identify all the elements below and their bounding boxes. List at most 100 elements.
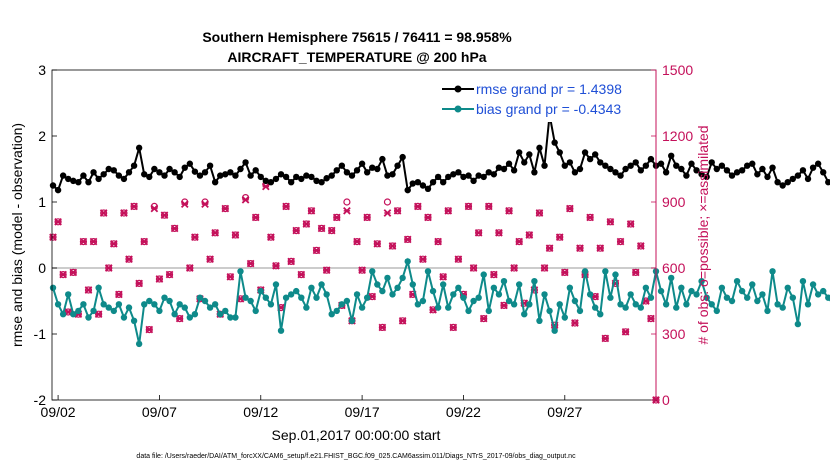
rmse-point <box>561 162 568 169</box>
rmse-point <box>363 169 371 176</box>
obs-assimilated-point <box>170 224 179 233</box>
obs-assimilated-point <box>454 255 463 264</box>
obs-assimilated-point <box>606 217 615 226</box>
rmse-point <box>784 179 791 186</box>
rmse-point <box>419 182 427 189</box>
bias-point <box>485 307 492 315</box>
obs-assimilated-point <box>246 259 255 268</box>
rmse-point <box>586 155 594 163</box>
bias-point <box>434 304 442 311</box>
rmse-point <box>303 172 310 179</box>
bias-point <box>622 304 629 311</box>
rmse-point <box>698 171 705 178</box>
y-tick-label: -1 <box>34 326 47 342</box>
rmse-point <box>191 168 199 175</box>
obs-assimilated-point <box>383 209 392 217</box>
obs-assimilated-point <box>165 270 174 279</box>
rmse-point <box>125 169 133 176</box>
rmse-point <box>541 162 548 169</box>
obs-assimilated-point <box>221 204 230 213</box>
bias-point <box>678 284 685 291</box>
obs-assimilated-point <box>571 319 579 327</box>
obs-assimilated-point <box>616 237 625 246</box>
rmse-point <box>90 169 97 176</box>
bias-point <box>262 294 270 301</box>
bias-point <box>242 294 249 301</box>
bias-point <box>612 271 619 278</box>
obs-assimilated-point <box>140 237 149 246</box>
obs-assimilated-point <box>363 213 372 222</box>
rmse-point <box>668 152 675 159</box>
bias-point <box>647 294 655 301</box>
rmse-point <box>287 179 295 186</box>
bias-point <box>536 317 543 324</box>
obs-assimilated-point <box>469 264 478 272</box>
rmse-point <box>130 162 138 169</box>
bias-point <box>784 284 791 291</box>
bias-point <box>455 284 462 291</box>
bias-point <box>374 281 381 288</box>
bias-point <box>500 278 508 285</box>
rmse-point <box>146 173 153 181</box>
bias-point <box>298 294 305 301</box>
rmse-point <box>59 172 67 179</box>
bias-point <box>257 287 264 295</box>
legend-rmse-label: rmse grand pr = 1.4398 <box>476 81 622 97</box>
obs-assimilated-point <box>398 316 407 325</box>
rmse-point <box>495 164 503 171</box>
bias-point <box>698 278 705 285</box>
obs-assimilated-point <box>104 264 113 272</box>
y-right-tick-label: 1200 <box>662 128 693 144</box>
bias-point <box>490 284 498 291</box>
bias-point <box>754 297 761 305</box>
rmse-point <box>465 172 472 179</box>
obs-assimilated-point <box>647 314 655 323</box>
obs-assimilated-point <box>317 224 326 233</box>
rmse-point <box>323 175 330 182</box>
rmse-point <box>551 139 558 146</box>
bias-point <box>541 291 548 298</box>
rmse-point <box>637 167 644 174</box>
obs-assimilated-point <box>99 209 108 217</box>
bias-point <box>181 304 188 311</box>
bias-point <box>176 301 183 308</box>
bias-point <box>774 301 781 308</box>
bias-point <box>718 284 726 291</box>
obs-assimilated-point <box>626 220 635 228</box>
rmse-point <box>439 179 447 186</box>
bias-point <box>211 301 219 308</box>
rmse-point <box>607 165 614 173</box>
rmse-point <box>85 179 92 186</box>
rmse-point <box>450 171 457 178</box>
bias-point <box>703 294 710 301</box>
bias-point <box>657 287 665 295</box>
rmse-point <box>156 169 163 176</box>
legend-box <box>440 78 650 122</box>
bias-point <box>70 311 77 318</box>
bias-point <box>576 307 584 315</box>
bias-point <box>85 314 92 321</box>
obs-assimilated-point <box>307 206 316 215</box>
rmse-point <box>566 159 574 166</box>
bias-point <box>49 284 57 291</box>
rmse-point <box>632 159 639 166</box>
rmse-point <box>713 165 721 173</box>
obs-assimilated-point <box>226 272 235 281</box>
bias-point <box>597 311 604 318</box>
rmse-point <box>353 167 361 174</box>
rmse-point <box>414 179 422 186</box>
bias-point <box>789 294 797 301</box>
obs-assimilated-point <box>84 286 93 294</box>
x-tick-label: 09/27 <box>547 404 582 420</box>
bias-point <box>328 311 335 318</box>
bias-series <box>49 257 830 348</box>
rmse-point <box>151 165 158 173</box>
rmse-point <box>181 164 188 171</box>
rmse-point <box>662 169 670 176</box>
bias-point <box>642 284 650 291</box>
rmse-point <box>333 167 340 174</box>
rmse-point <box>728 172 736 179</box>
rmse-point <box>257 173 264 181</box>
bias-point <box>151 301 158 308</box>
